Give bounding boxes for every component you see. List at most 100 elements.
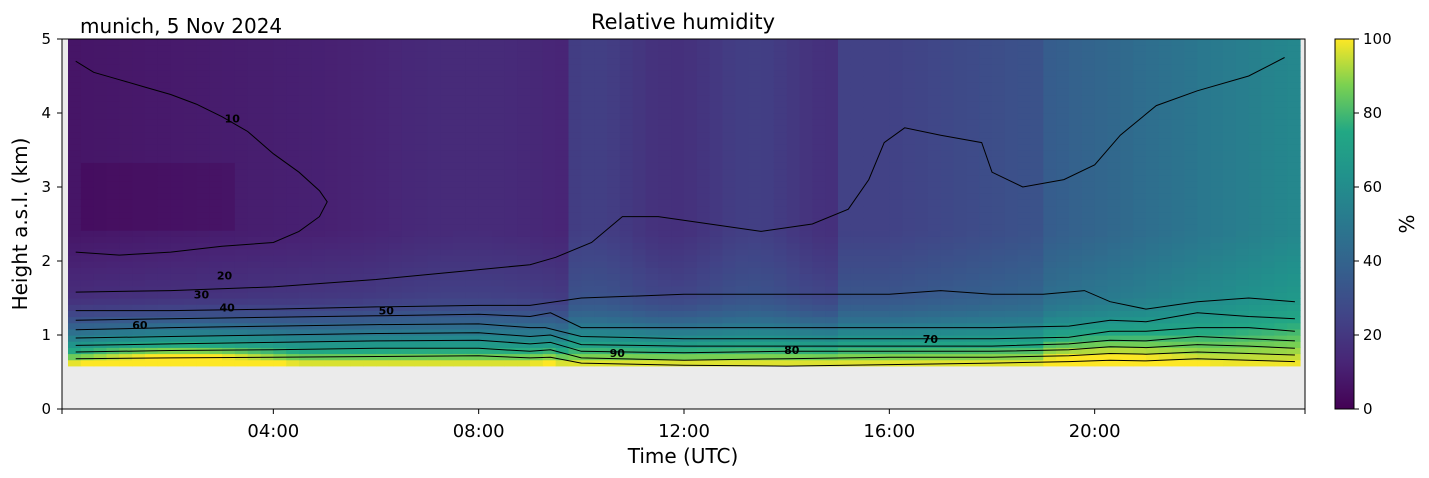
heatmap-cell (735, 347, 749, 355)
heatmap-cell (350, 88, 364, 96)
heatmap-cell (1043, 224, 1057, 231)
heatmap-cell (1171, 174, 1186, 182)
heatmap-cell (1056, 45, 1070, 52)
heatmap-cell (68, 119, 82, 126)
heatmap-cell (799, 310, 813, 318)
heatmap-cell (376, 113, 390, 120)
heatmap-cell (555, 82, 570, 89)
heatmap-cell (170, 224, 185, 231)
heatmap-cell (1184, 45, 1198, 52)
heatmap-cell (478, 174, 493, 182)
heatmap-cell (1210, 131, 1224, 139)
heatmap-cell (619, 156, 634, 163)
heatmap-cell (542, 143, 557, 151)
heatmap-cell (709, 174, 724, 182)
heatmap-cell (132, 63, 146, 71)
heatmap-cell (555, 193, 570, 200)
heatmap-cell (1223, 150, 1237, 157)
heatmap-cell (1094, 261, 1109, 268)
heatmap-cell (607, 57, 621, 65)
heatmap-cell (850, 39, 865, 46)
heatmap-cell (1223, 45, 1237, 52)
heatmap-cell (1004, 248, 1019, 256)
heatmap-cell (1069, 224, 1083, 231)
heatmap-cell (453, 217, 467, 225)
heatmap-cell (927, 131, 942, 139)
heatmap-cell (1069, 211, 1083, 219)
heatmap-cell (350, 224, 364, 231)
heatmap-cell (671, 285, 685, 293)
heatmap-cell (170, 174, 185, 182)
heatmap-cell (273, 119, 287, 126)
heatmap-cell (376, 211, 390, 219)
heatmap-cell (93, 261, 108, 268)
heatmap-cell (889, 254, 903, 262)
heatmap-cell (1171, 298, 1186, 305)
heatmap-cell (401, 63, 416, 71)
heatmap-cell (453, 57, 467, 65)
heatmap-cell (773, 242, 788, 250)
heatmap-cell (684, 113, 698, 120)
heatmap-cell (1223, 106, 1237, 114)
heatmap-cell (145, 76, 159, 83)
heatmap-cell (876, 125, 890, 133)
heatmap-cell (1261, 279, 1275, 287)
heatmap-cell (145, 316, 159, 324)
heatmap-cell (324, 82, 339, 89)
heatmap-cell (337, 125, 351, 133)
heatmap-cell (658, 180, 672, 188)
heatmap-cell (401, 45, 416, 52)
heatmap-cell (465, 125, 480, 133)
heatmap-cell (453, 76, 467, 83)
heatmap-cell (542, 273, 557, 281)
heatmap-cell (735, 88, 749, 96)
heatmap-cell (440, 304, 454, 311)
heatmap-cell (876, 224, 890, 231)
heatmap-cell (478, 224, 493, 231)
heatmap-cell (80, 187, 95, 194)
heatmap-cell (414, 94, 428, 102)
heatmap-cell (478, 94, 493, 102)
heatmap-cell (80, 224, 95, 231)
heatmap-cell (825, 316, 839, 324)
heatmap-cell (517, 156, 531, 163)
heatmap-cell (196, 230, 210, 237)
heatmap-cell (1133, 254, 1147, 262)
heatmap-cell (1107, 100, 1121, 108)
heatmap-cell (311, 82, 326, 89)
heatmap-cell (979, 137, 993, 145)
heatmap-cell (337, 45, 351, 52)
heatmap-cell (350, 63, 364, 71)
heatmap-cell (1081, 347, 1096, 355)
heatmap-cell (876, 199, 890, 207)
heatmap-cell (1004, 51, 1019, 59)
heatmap-cell (786, 174, 801, 182)
heatmap-cell (786, 106, 801, 114)
heatmap-cell (581, 88, 595, 96)
heatmap-cell (465, 94, 480, 102)
heatmap-cell (876, 341, 890, 348)
heatmap-cell (1235, 143, 1250, 151)
heatmap-cell (388, 230, 403, 237)
heatmap-cell (350, 291, 364, 299)
heatmap-cell (709, 273, 724, 281)
heatmap-cell (491, 285, 505, 293)
heatmap-cell (93, 353, 108, 361)
heatmap-cell (363, 341, 377, 348)
heatmap-cell (1210, 254, 1224, 262)
heatmap-cell (145, 156, 159, 163)
heatmap-cell (735, 217, 749, 225)
heatmap-cell (68, 217, 82, 225)
heatmap-cell (1248, 199, 1263, 207)
heatmap-cell (324, 254, 339, 262)
heatmap-cell (93, 298, 108, 305)
heatmap-cell (709, 168, 724, 176)
heatmap-cell (68, 69, 82, 77)
heatmap-cell (568, 322, 582, 330)
heatmap-cell (722, 359, 736, 367)
heatmap-cell (632, 88, 647, 96)
heatmap-cell (1146, 51, 1160, 59)
heatmap-cell (1197, 143, 1211, 151)
heatmap-cell (812, 211, 826, 219)
heatmap-cell (440, 131, 454, 139)
